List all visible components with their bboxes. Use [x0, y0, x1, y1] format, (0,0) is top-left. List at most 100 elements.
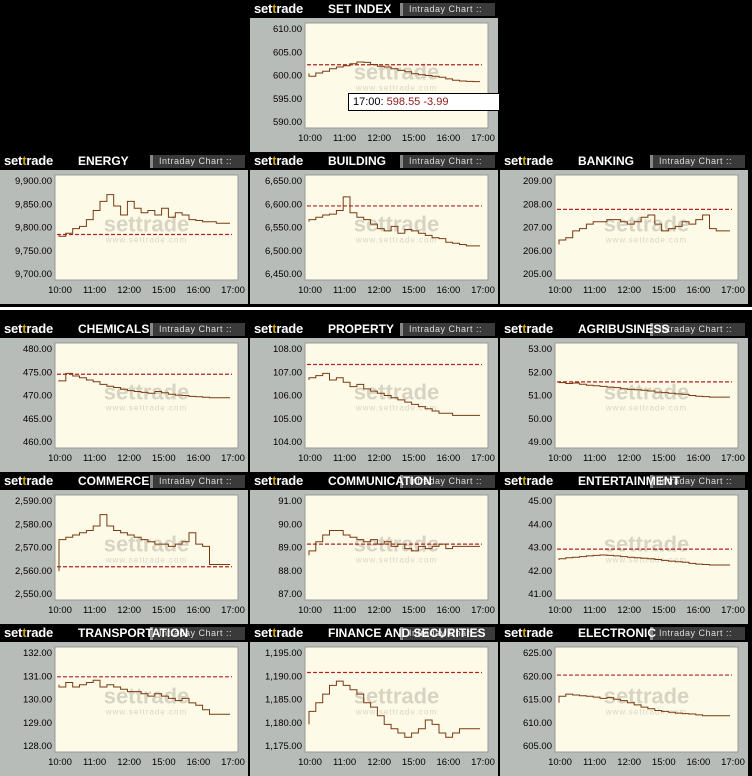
plot-area: [54, 646, 239, 753]
plot-area: [554, 646, 739, 753]
chart-body: 625.00 620.00 615.00 610.00 605.00 10:00 11:00…: [500, 642, 748, 776]
y-tick-label: 42.00: [528, 566, 552, 577]
x-tick-label: 16:00: [187, 285, 211, 296]
watermark: settrade: [104, 212, 190, 237]
y-tick-label: 89.00: [278, 543, 302, 554]
chart-svg: 132.00 131.00 130.00 129.00 128.00 10:00 11:00…: [23, 646, 245, 768]
x-tick-label: 10:00: [48, 285, 72, 296]
intraday-chart-button[interactable]: Intraday Chart ::: [650, 475, 745, 488]
y-tick-label: 610.00: [273, 24, 302, 35]
chart-body: 1,195.00 1,190.00 1,185.00 1,180.00 1,175.00…: [250, 642, 498, 776]
x-tick-label: 16:00: [187, 453, 211, 464]
y-tick-label: 107.00: [273, 367, 302, 378]
panel-header: settrade ENTERTAINMENT Intraday Chart ::: [500, 472, 748, 490]
x-tick-label: 17:00: [221, 605, 245, 616]
watermark: settrade: [354, 532, 440, 557]
intraday-chart-button[interactable]: Intraday Chart ::: [150, 323, 245, 336]
x-tick-label: 11:00: [83, 453, 106, 464]
intraday-chart-button[interactable]: Intraday Chart ::: [400, 475, 495, 488]
y-tick-label: 41.00: [528, 589, 552, 600]
settrade-logo: settrade: [4, 625, 54, 640]
chart-svg: 53.00 52.00 51.00 50.00 49.00 10:00 11:00 12:00…: [528, 342, 745, 464]
settrade-logo: settrade: [254, 473, 304, 488]
x-tick-label: 15:00: [652, 453, 676, 464]
x-tick-label: 11:00: [583, 605, 606, 616]
x-tick-label: 17:00: [721, 757, 745, 768]
panel-header: settrade TRANSPORTATION Intraday Chart ::: [0, 624, 248, 642]
watermark: settrade: [604, 532, 690, 557]
intraday-chart-button[interactable]: Intraday Chart ::: [400, 323, 495, 336]
plot-area: [54, 174, 239, 281]
watermark: settrade: [354, 212, 440, 237]
watermark: settrade: [604, 684, 690, 709]
y-tick-label: 131.00: [23, 671, 52, 682]
panel-header: settrade COMMUNICATION Intraday Chart ::: [250, 472, 498, 490]
x-tick-label: 10:00: [48, 453, 72, 464]
intraday-chart-button[interactable]: Intraday Chart ::: [150, 627, 245, 640]
y-tick-label: 605.00: [523, 741, 552, 752]
plot-area: [554, 494, 739, 601]
x-tick-label: 10:00: [548, 757, 572, 768]
chart-title: COMMERCE: [78, 474, 150, 488]
intraday-chart-button[interactable]: Intraday Chart ::: [400, 155, 495, 168]
watermark: settrade: [604, 380, 690, 405]
chart-svg: 610.00 605.00 600.00 595.00 590.00 10:00 11:00…: [273, 22, 495, 144]
chart-title: COMMUNICATION: [328, 474, 432, 488]
x-tick-label: 10:00: [548, 453, 572, 464]
watermark-url: www.settrade.com: [105, 404, 187, 413]
settrade-logo: settrade: [4, 153, 54, 168]
y-tick-label: 106.00: [273, 391, 302, 402]
x-tick-label: 12:00: [367, 757, 391, 768]
intraday-chart-button[interactable]: Intraday Chart ::: [150, 155, 245, 168]
intraday-chart-button[interactable]: Intraday Chart ::: [650, 155, 745, 168]
settrade-logo: settrade: [254, 321, 304, 336]
intraday-chart-button[interactable]: Intraday Chart ::: [650, 323, 745, 336]
intraday-chart-button[interactable]: Intraday Chart ::: [400, 3, 495, 16]
chart-svg: 6,650.00 6,600.00 6,550.00 6,500.00 6,450.00…: [265, 174, 495, 296]
chart-title: ENTERTAINMENT: [578, 474, 680, 488]
chart-panel-entertainment: settrade ENTERTAINMENT Intraday Chart :: 45…: [500, 472, 748, 624]
x-tick-label: 15:00: [152, 453, 176, 464]
x-tick-label: 16:00: [187, 605, 211, 616]
panel-header: settrade FINANCE AND SECURITIES Intraday C…: [250, 624, 498, 642]
series-line: [308, 680, 480, 738]
x-tick-label: 16:00: [437, 133, 461, 144]
y-tick-label: 207.00: [523, 223, 552, 234]
y-tick-label: 6,500.00: [265, 246, 302, 257]
x-tick-label: 17:00: [721, 285, 745, 296]
x-tick-label: 10:00: [48, 757, 72, 768]
y-tick-label: 50.00: [528, 414, 552, 425]
x-tick-label: 16:00: [687, 453, 711, 464]
chart-title: ENERGY: [78, 154, 129, 168]
watermark-url: www.settrade.com: [355, 404, 437, 413]
intraday-chart-button[interactable]: Intraday Chart ::: [150, 475, 245, 488]
plot-area: [304, 646, 489, 753]
x-tick-label: 11:00: [583, 453, 606, 464]
plot-area: [304, 342, 489, 449]
chart-panel-electronic: settrade ELECTRONIC Intraday Chart :: 625.0…: [500, 624, 748, 776]
y-tick-label: 1,195.00: [265, 648, 302, 659]
plot-area: [54, 342, 239, 449]
y-tick-label: 43.00: [528, 543, 552, 554]
x-tick-label: 10:00: [548, 605, 572, 616]
y-tick-label: 104.00: [273, 437, 302, 448]
y-tick-label: 625.00: [523, 648, 552, 659]
chart-panel-communication: settrade COMMUNICATION Intraday Chart :: 91…: [250, 472, 498, 624]
y-tick-label: 129.00: [23, 718, 52, 729]
x-tick-label: 11:00: [333, 605, 356, 616]
chart-body: 2,590.00 2,580.00 2,570.00 2,560.00 2,550.00…: [0, 490, 248, 624]
settrade-logo: settrade: [4, 473, 54, 488]
intraday-chart-button[interactable]: Intraday Chart ::: [650, 627, 745, 640]
series-line: [558, 554, 730, 566]
x-tick-label: 12:00: [367, 605, 391, 616]
panel-header: settrade BANKING Intraday Chart ::: [500, 152, 748, 170]
watermark-url: www.settrade.com: [355, 708, 437, 717]
x-tick-label: 16:00: [437, 285, 461, 296]
chart-svg: 2,590.00 2,580.00 2,570.00 2,560.00 2,550.00…: [15, 494, 245, 616]
tooltip: 17:00: 598.55 -3.99: [348, 93, 500, 111]
chart-svg: 108.00 107.00 106.00 105.00 104.00 10:00 11:00…: [273, 342, 495, 464]
settrade-logo: settrade: [254, 1, 304, 16]
intraday-chart-button[interactable]: Intraday Chart ::: [400, 627, 495, 640]
y-tick-label: 51.00: [528, 391, 552, 402]
watermark-url: www.settrade.com: [105, 708, 187, 717]
